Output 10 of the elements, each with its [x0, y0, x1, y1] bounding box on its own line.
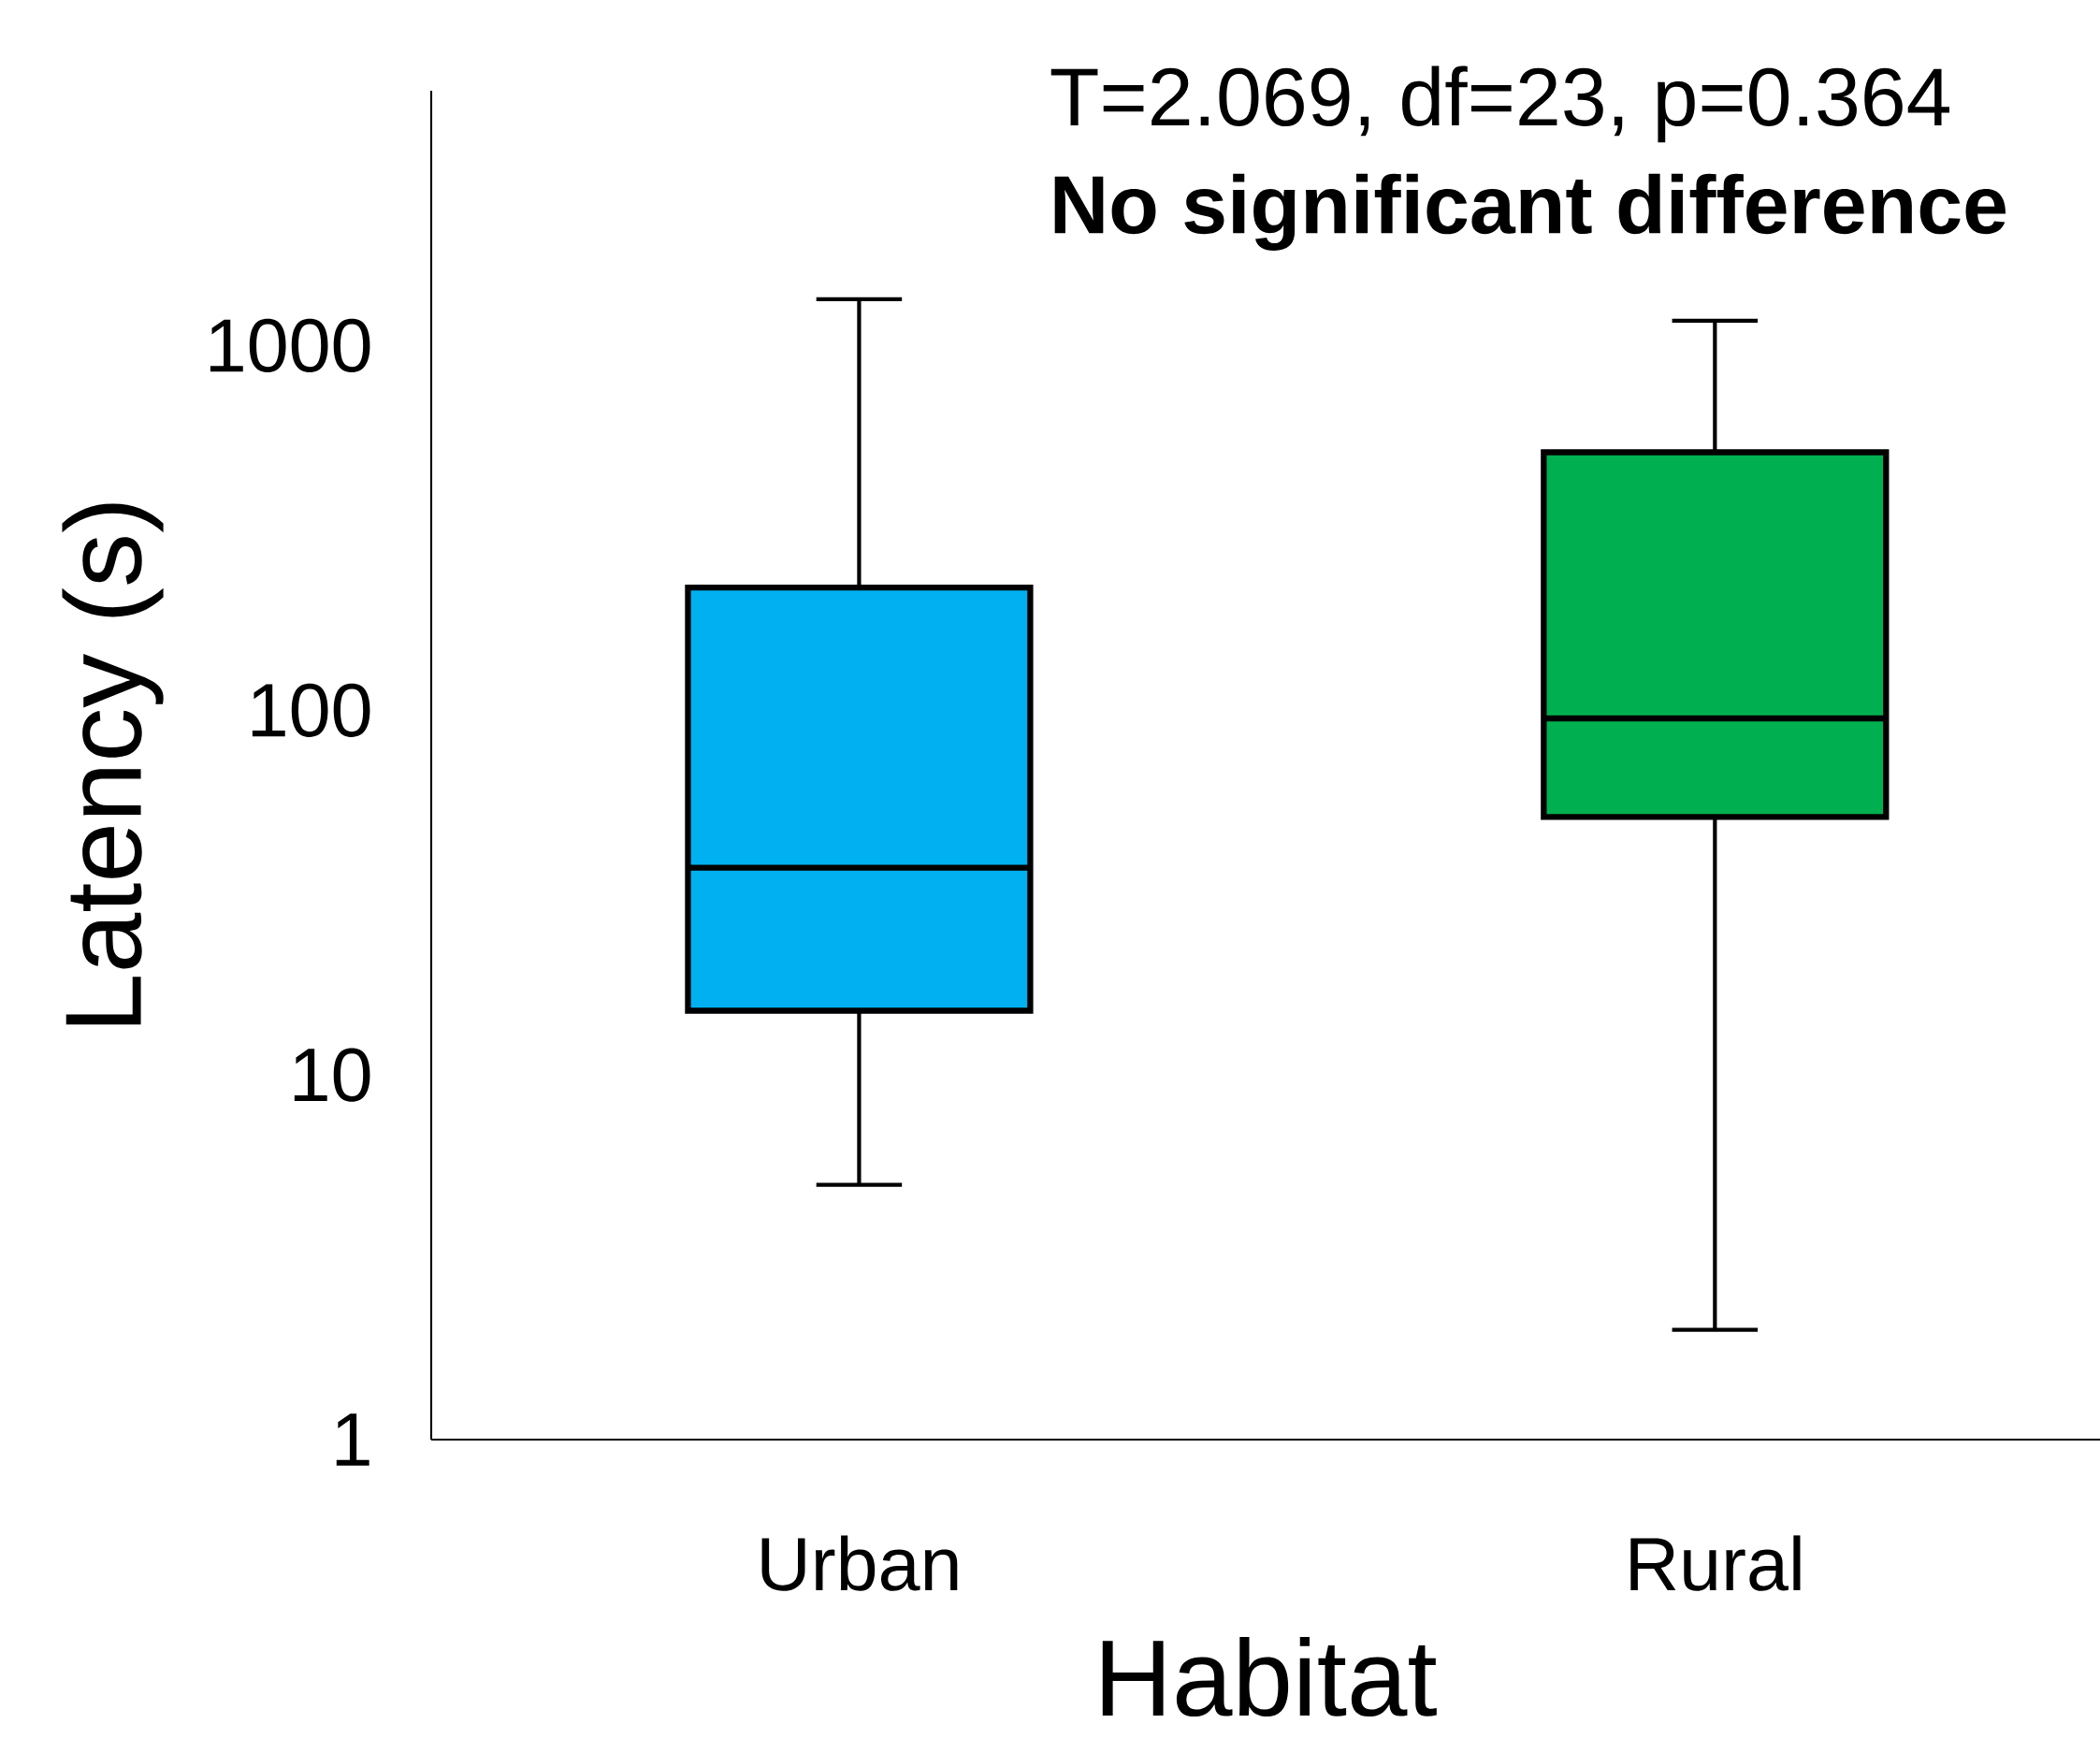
x-tick-label: Urban	[761, 1535, 958, 1591]
y-axis-title: Latency (s)	[62, 503, 164, 1025]
annotation: No significant difference	[1054, 173, 2006, 251]
y-tick-label: 1000	[210, 318, 370, 373]
x-tick-label: Rural	[1630, 1535, 1801, 1591]
y-tick-label: 100	[252, 683, 370, 737]
annotation: T=2.069, df=23, p=0.364	[1050, 65, 1949, 143]
y-tick-label: 1	[336, 1413, 369, 1466]
x-axis-title: Habitat	[1102, 1636, 1437, 1717]
y-tick-label: 10	[294, 1048, 370, 1102]
